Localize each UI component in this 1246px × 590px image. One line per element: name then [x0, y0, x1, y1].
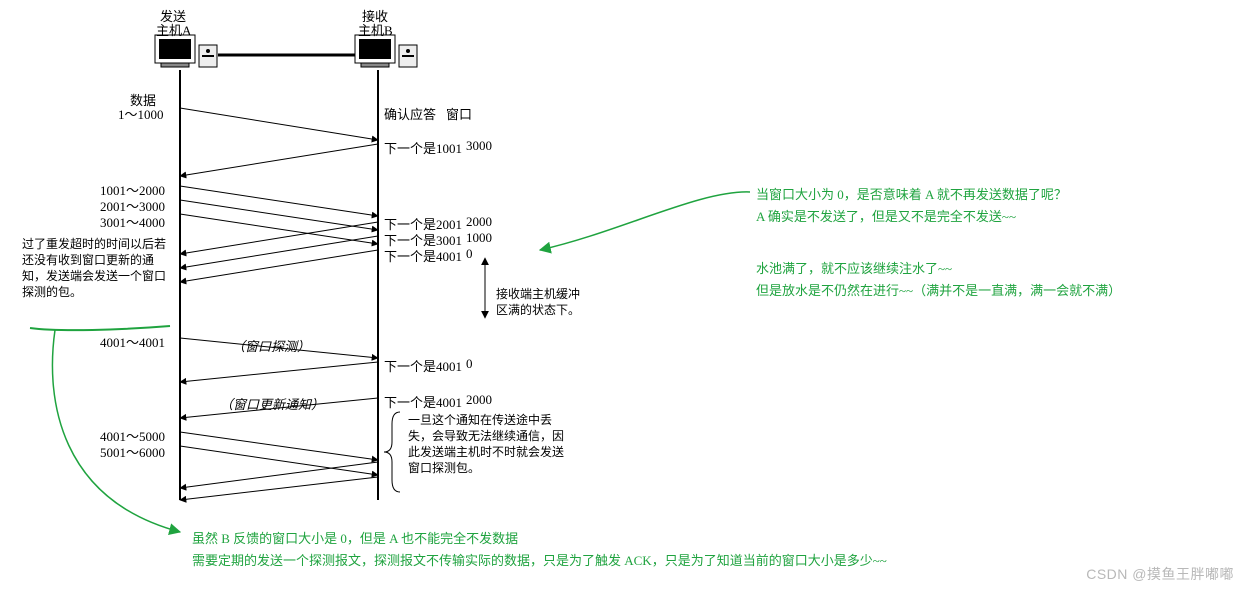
- ack-0: 下一个是1001: [384, 138, 462, 157]
- seq-6: 5001～6000: [100, 442, 165, 461]
- seq-probe: 4001～4001: [100, 332, 165, 351]
- green-bot-2: 需要定期的发送一个探测报文，探测报文不传输实际的数据，只是为了触发 ACK，只是…: [192, 550, 887, 569]
- ack-3.w: 0: [466, 246, 473, 262]
- probe-label: （窗口探测）: [232, 336, 310, 355]
- hdr-ack: 确认应答: [384, 104, 436, 123]
- underline-green: [30, 326, 170, 330]
- host-b-label2: 主机B: [358, 20, 393, 39]
- host-b-icon: [355, 35, 417, 67]
- ack-3: 下一个是4001: [384, 246, 462, 265]
- watermark: CSDN @摸鱼王胖嘟嘟: [1086, 564, 1234, 584]
- green-top-3: 水池满了，就不应该继续注水了~~: [756, 258, 952, 277]
- ack-4: 下一个是4001: [384, 356, 462, 375]
- ack-2w: 1000: [466, 230, 492, 246]
- big-note: 一旦这个通知在传送途中丢失，会导致无法继续通信，因此发送端主机时不时就会发送窗口…: [408, 412, 566, 476]
- update-label: （窗口更新通知）: [220, 394, 324, 413]
- diagram-root: 发送 主机A 接收 主机B 数据 1～1000 确认应答 窗口 下一个是1001…: [0, 0, 1246, 590]
- green-top-1: 当窗口大小为 0，是否意味着 A 就不再发送数据了呢？: [756, 184, 1067, 203]
- ack-1w: 2000: [466, 214, 492, 230]
- mid-note: 接收端主机缓冲区满的状态下。: [496, 286, 582, 318]
- ack-5w: 2000: [466, 392, 492, 408]
- green-bot-1: 虽然 B 反馈的窗口大小是 0，但是 A 也不能完全不发数据: [192, 528, 518, 547]
- ack-5: 下一个是4001: [384, 392, 462, 411]
- seq-3: 3001～4000: [100, 212, 165, 231]
- arrow-green-top: [540, 192, 750, 250]
- hdr-data2: 1～1000: [118, 104, 164, 123]
- ack-0w: 3000: [466, 138, 492, 154]
- green-top-4: 但是放水是不仍然在进行~~（满并不是一直满，满一会就不满）: [756, 280, 1121, 299]
- hdr-win: 窗口: [446, 104, 472, 123]
- host-a-icon: [155, 35, 217, 67]
- left-note: 过了重发超时的时间以后若还没有收到窗口更新的通知，发送端会发送一个窗口探测的包。: [22, 236, 172, 300]
- host-a-label2: 主机A: [156, 20, 191, 39]
- ack-4w: 0: [466, 356, 473, 372]
- green-top-2: A 确实是不发送了，但是又不是完全不发送~~: [756, 206, 1016, 225]
